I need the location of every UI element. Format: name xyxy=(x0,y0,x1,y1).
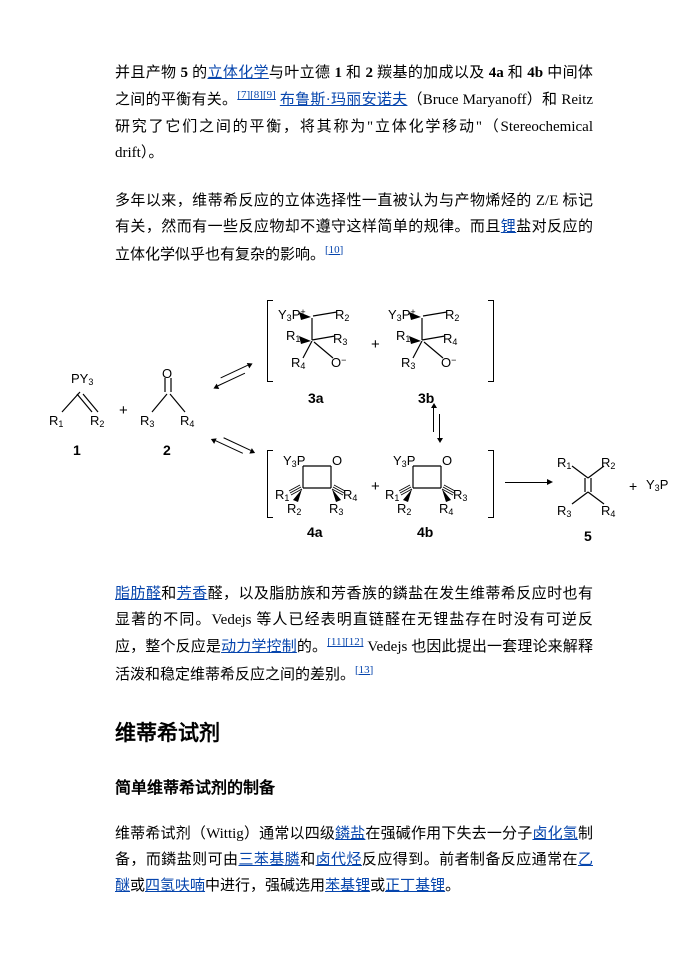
link-haloalkane[interactable]: 卤代烃 xyxy=(316,852,362,868)
paragraph-2: 多年以来，维蒂希反应的立体选择性一直被认为与产物烯烃的 Z/E 标记有关，然而有… xyxy=(115,188,593,268)
link-bruce-maryanoff[interactable]: 布鲁斯·玛丽安诺夫 xyxy=(280,92,408,108)
equilibrium-arrow-upper xyxy=(214,363,252,389)
link-triphenylphosphine[interactable]: 三苯基膦 xyxy=(238,852,300,868)
link-hydrogen-halide[interactable]: 卤化氢 xyxy=(532,826,578,842)
link-lithium[interactable]: 锂 xyxy=(501,219,516,235)
ref-11[interactable]: [11] xyxy=(327,636,345,648)
ref-8[interactable]: [8] xyxy=(250,89,263,101)
heading-simple-preparation: 简单维蒂希试剂的制备 xyxy=(115,775,593,803)
heading-wittig-reagent: 维蒂希试剂 xyxy=(115,716,593,753)
equilibrium-arrow-vertical xyxy=(431,408,443,438)
link-phenyllithium[interactable]: 苯基锂 xyxy=(325,878,370,894)
ref-13[interactable]: [13] xyxy=(355,664,373,676)
paragraph-4: 维蒂希试剂（Wittig）通常以四级鏻盐在强碱作用下失去一分子卤化氢制备，而鏻盐… xyxy=(115,821,593,900)
ref-7[interactable]: [7] xyxy=(237,89,250,101)
paragraph-3: 脂肪醛和芳香醛，以及脂肪族和芳香族的鏻盐在发生维蒂希反应时也有显著的不同。Ved… xyxy=(115,581,593,688)
paragraph-1: 并且产物 5 的立体化学与叶立德 1 和 2 羰基的加成以及 4a 和 4b 中… xyxy=(115,60,593,166)
link-stereochemistry[interactable]: 立体化学 xyxy=(208,65,269,81)
ref-12[interactable]: [12] xyxy=(345,636,363,648)
link-kinetic-control[interactable]: 动力学控制 xyxy=(221,639,297,655)
link-aromatic[interactable]: 芳香 xyxy=(177,586,208,602)
ref-10[interactable]: [10] xyxy=(325,244,343,256)
link-aliphatic-aldehyde[interactable]: 脂肪醛 xyxy=(115,586,161,602)
forward-arrow xyxy=(505,482,547,483)
link-phosphonium-salt[interactable]: 鏻盐 xyxy=(335,826,365,842)
wittig-mechanism-figure: PY3 R1 R2 1 + O R3 R4 2 xyxy=(35,290,653,557)
ref-9[interactable]: [9] xyxy=(263,89,276,101)
link-thf[interactable]: 四氢呋喃 xyxy=(145,878,205,894)
equilibrium-arrow-lower xyxy=(214,433,252,459)
link-n-butyllithium[interactable]: 正丁基锂 xyxy=(385,878,445,894)
